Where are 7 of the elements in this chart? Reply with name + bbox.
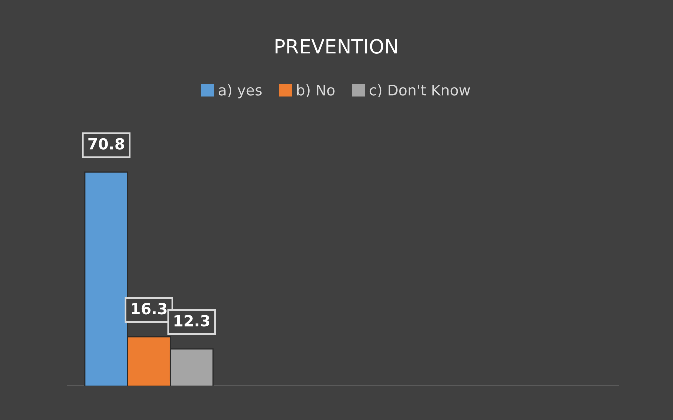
legend-label: a) yes (219, 84, 262, 99)
data-label: 16.3 (132, 303, 167, 315)
data-label: 12.3 (174, 315, 210, 327)
text: PREVENTION (276, 39, 398, 54)
legend-label: b) No (297, 84, 335, 98)
legend-label: c) Don't Know (370, 84, 470, 98)
data-label: 70.8 (88, 138, 124, 150)
